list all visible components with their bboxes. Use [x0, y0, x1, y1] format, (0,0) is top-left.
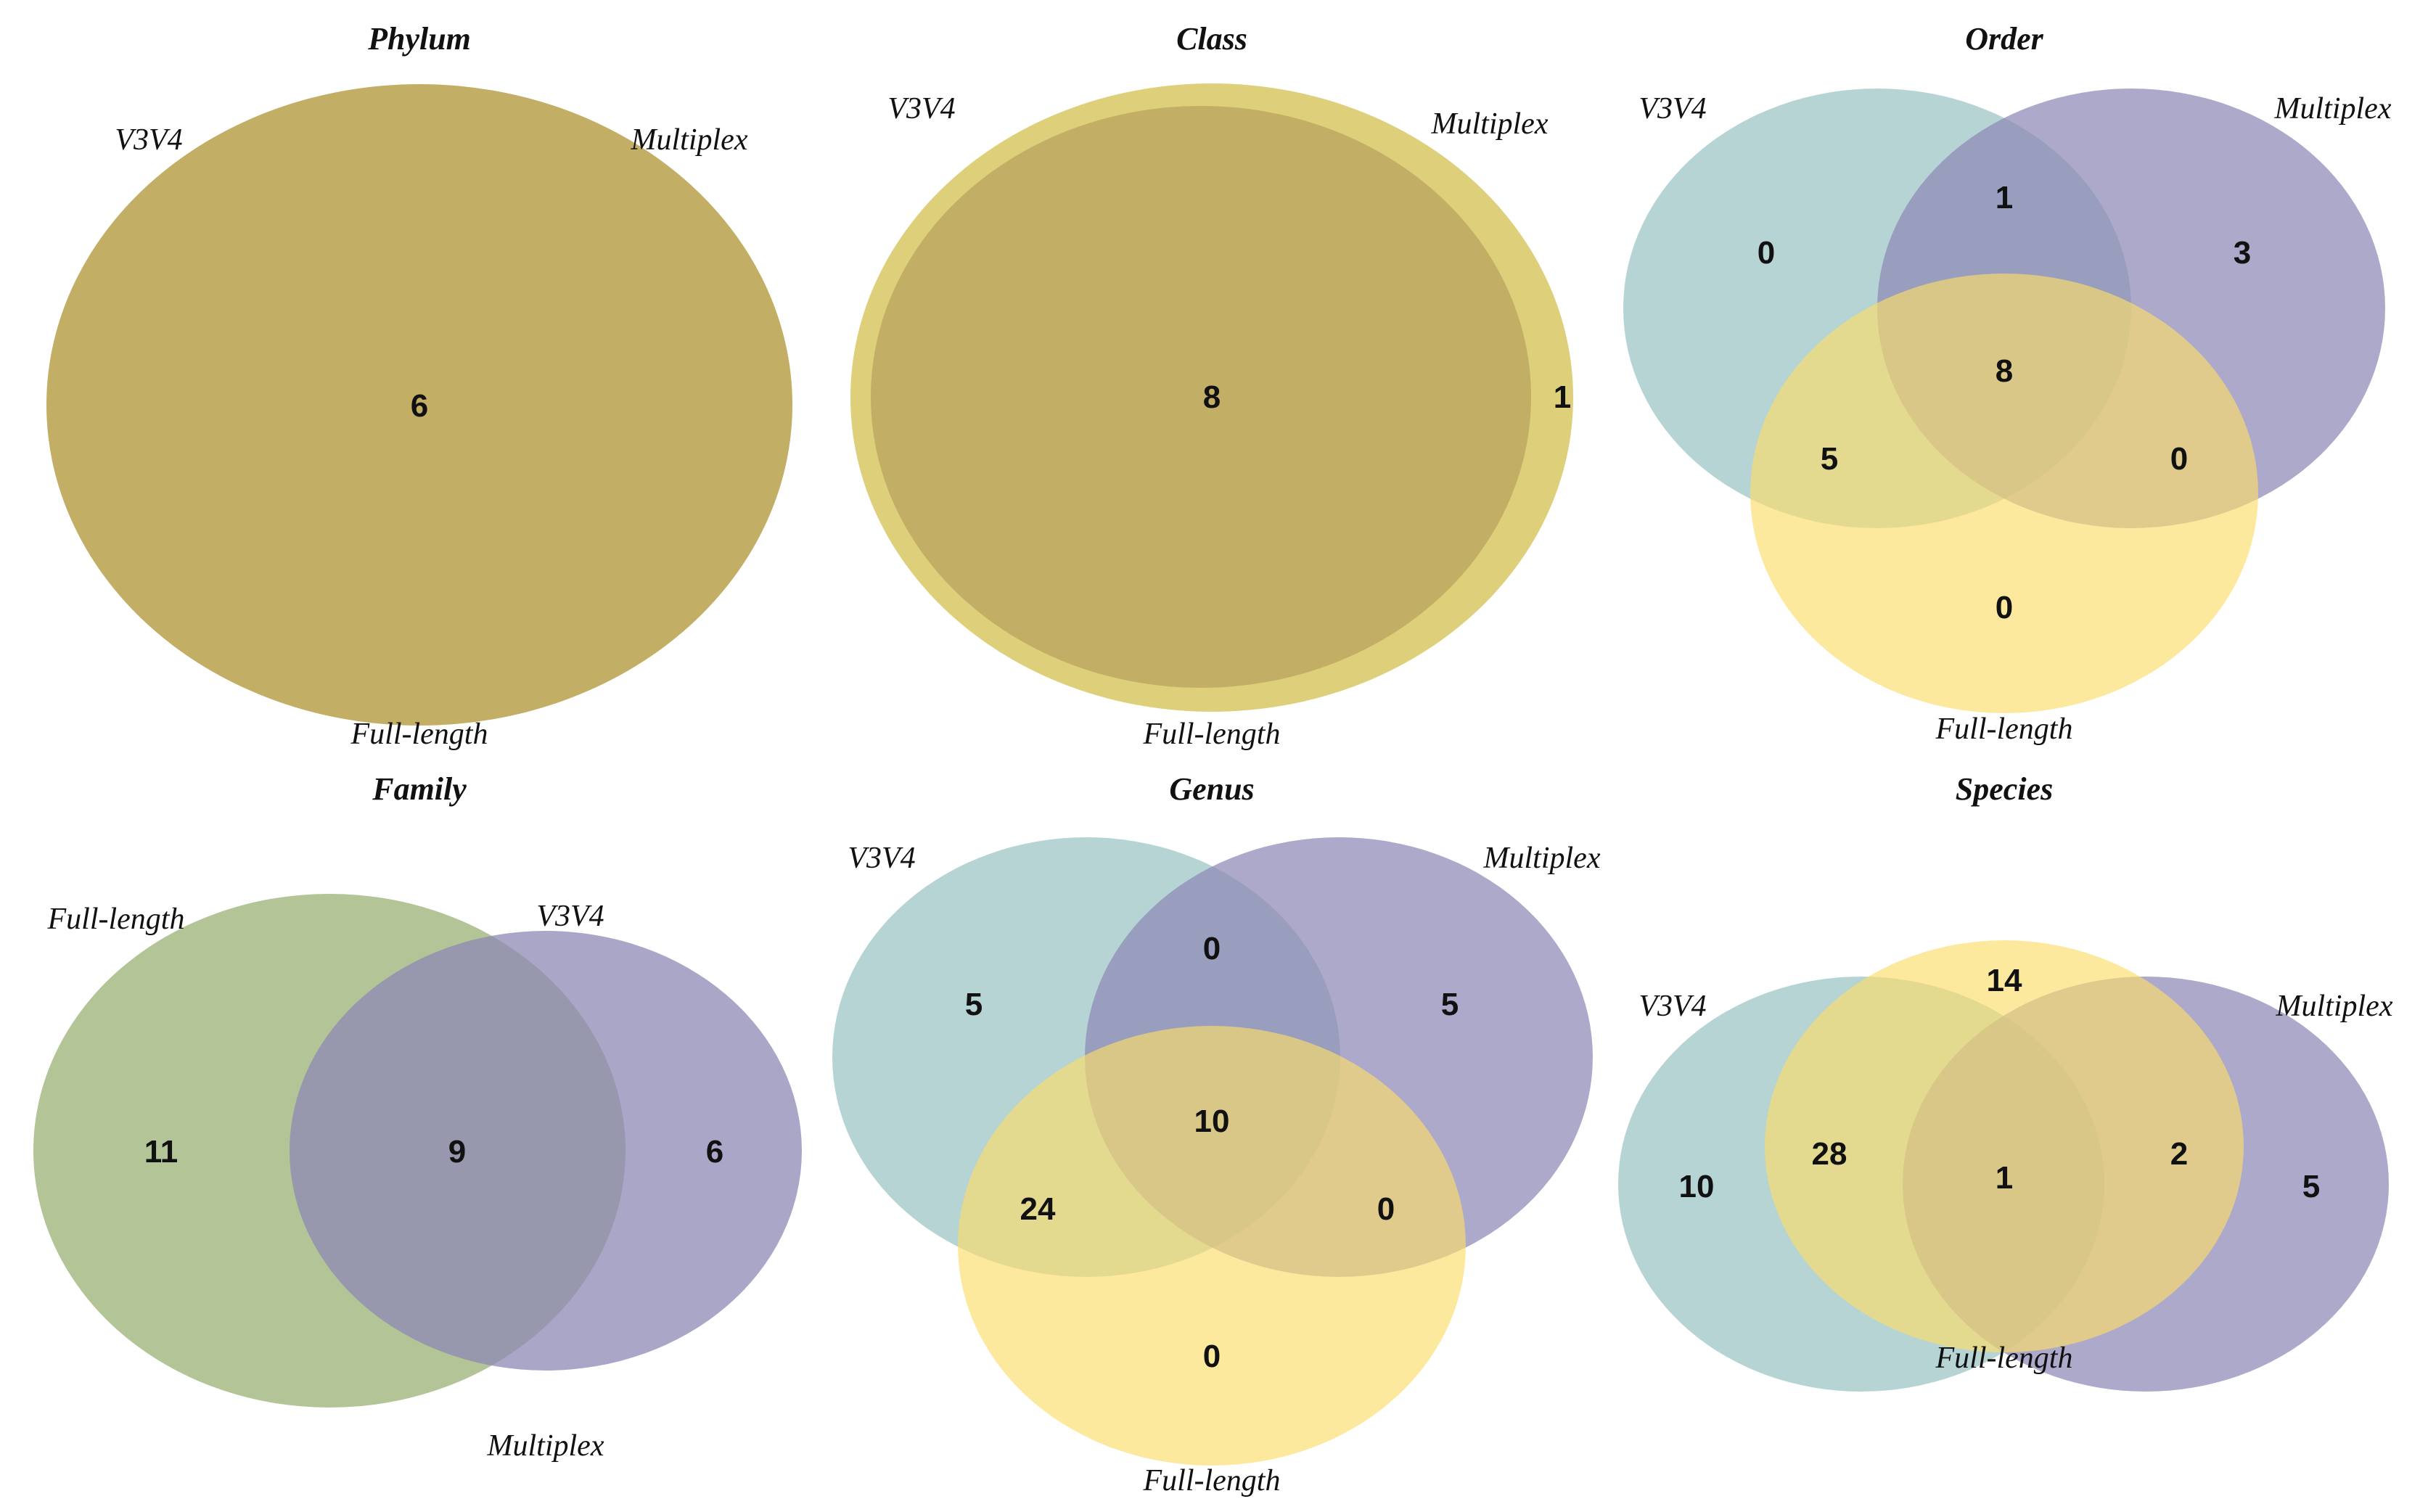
genus-set-label-full-length: Full-length [1143, 1464, 1281, 1497]
species-title: Species [1956, 771, 2053, 807]
class-all-sets-ellipse [871, 106, 1531, 688]
venn-species: Species V3V4 Multiplex Full-length 10 14… [1618, 771, 2393, 1392]
family-count-v3v4-multiplex: 6 [706, 1134, 723, 1170]
class-set-label-full-length: Full-length [1143, 718, 1281, 751]
species-count-multiplex-only: 5 [2302, 1169, 2320, 1204]
species-count-all: 1 [1996, 1160, 2013, 1196]
venn-class: Class V3V4 Multiplex Full-length 8 1 [850, 21, 1573, 751]
venn-phylum: Phylum V3V4 Multiplex Full-length 6 [46, 21, 792, 751]
family-set-label-full-length: Full-length [47, 903, 185, 936]
species-full-length-ellipse [1765, 940, 2244, 1352]
order-count-v3v4-full-length: 5 [1821, 441, 1838, 477]
genus-count-v3v4-multiplex: 0 [1203, 931, 1221, 966]
order-count-v3v4-multiplex: 1 [1996, 180, 2013, 215]
phylum-set-label-multiplex: Multiplex [631, 123, 748, 157]
order-count-multiplex-only: 3 [2234, 235, 2251, 271]
family-v3v4-multiplex-ellipse [290, 931, 802, 1371]
species-count-full-length-only: 14 [1987, 963, 2022, 998]
phylum-set-label-full-length: Full-length [350, 718, 488, 751]
species-set-label-full-length: Full-length [1935, 1342, 2073, 1375]
species-set-label-v3v4: V3V4 [1639, 990, 1706, 1023]
genus-count-full-length-only: 0 [1203, 1339, 1221, 1374]
species-count-v3v4-full-length: 28 [1812, 1136, 1847, 1172]
genus-title: Genus [1169, 771, 1254, 807]
class-count-full-length-only: 1 [1554, 379, 1571, 415]
phylum-set-label-v3v4: V3V4 [115, 123, 182, 157]
order-full-length-ellipse [1750, 274, 2258, 713]
genus-count-all: 10 [1194, 1104, 1230, 1139]
species-count-multiplex-full-length: 2 [2170, 1136, 2188, 1172]
class-title: Class [1176, 21, 1247, 57]
venn-genus: Genus V3V4 Multiplex Full-length 5 0 5 1… [832, 771, 1601, 1497]
family-count-all: 9 [448, 1134, 466, 1170]
class-count-all: 8 [1203, 379, 1221, 415]
phylum-count-all: 6 [411, 388, 428, 424]
order-count-all: 8 [1996, 353, 2013, 389]
venn-order: Order V3V4 Multiplex Full-length 0 1 3 8… [1623, 21, 2392, 746]
order-count-v3v4-only: 0 [1758, 235, 1775, 271]
species-count-v3v4-only: 10 [1679, 1169, 1715, 1204]
class-set-label-v3v4: V3V4 [887, 92, 955, 126]
phylum-title: Phylum [367, 21, 471, 57]
family-set-label-multiplex: Multiplex [487, 1429, 604, 1463]
genus-count-v3v4-full-length: 24 [1020, 1191, 1056, 1227]
genus-count-v3v4-only: 5 [965, 987, 983, 1022]
genus-count-multiplex-only: 5 [1441, 987, 1459, 1022]
order-set-label-v3v4: V3V4 [1639, 92, 1706, 126]
genus-set-label-v3v4: V3V4 [848, 842, 915, 875]
phylum-all-sets-ellipse [46, 84, 792, 726]
genus-full-length-ellipse [958, 1026, 1466, 1466]
species-set-label-multiplex: Multiplex [2276, 990, 2393, 1023]
class-set-label-multiplex: Multiplex [1431, 107, 1549, 141]
order-set-label-full-length: Full-length [1935, 712, 2073, 746]
order-title: Order [1965, 21, 2043, 57]
genus-count-multiplex-full-length: 0 [1377, 1191, 1395, 1227]
order-set-label-multiplex: Multiplex [2274, 92, 2392, 126]
family-title: Family [372, 771, 467, 807]
genus-set-label-multiplex: Multiplex [1483, 842, 1601, 875]
order-count-multiplex-full-length: 0 [2170, 441, 2188, 477]
order-count-full-length-only: 0 [1996, 590, 2013, 625]
family-count-full-length-only: 11 [144, 1134, 179, 1170]
venn-family: Family Full-length V3V4 Multiplex 11 9 6 [33, 771, 802, 1463]
family-set-label-v3v4: V3V4 [536, 900, 604, 933]
